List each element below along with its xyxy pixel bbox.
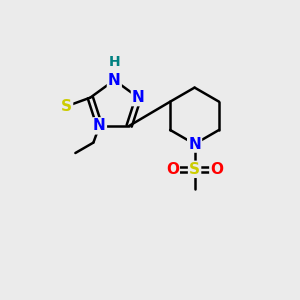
Text: N: N: [132, 90, 145, 105]
Text: O: O: [210, 162, 224, 177]
Text: O: O: [166, 162, 179, 177]
Text: N: N: [93, 118, 106, 134]
Text: H: H: [109, 55, 120, 69]
Text: S: S: [61, 99, 72, 114]
Text: N: N: [108, 73, 121, 88]
Text: S: S: [189, 162, 200, 177]
Text: N: N: [188, 136, 201, 152]
